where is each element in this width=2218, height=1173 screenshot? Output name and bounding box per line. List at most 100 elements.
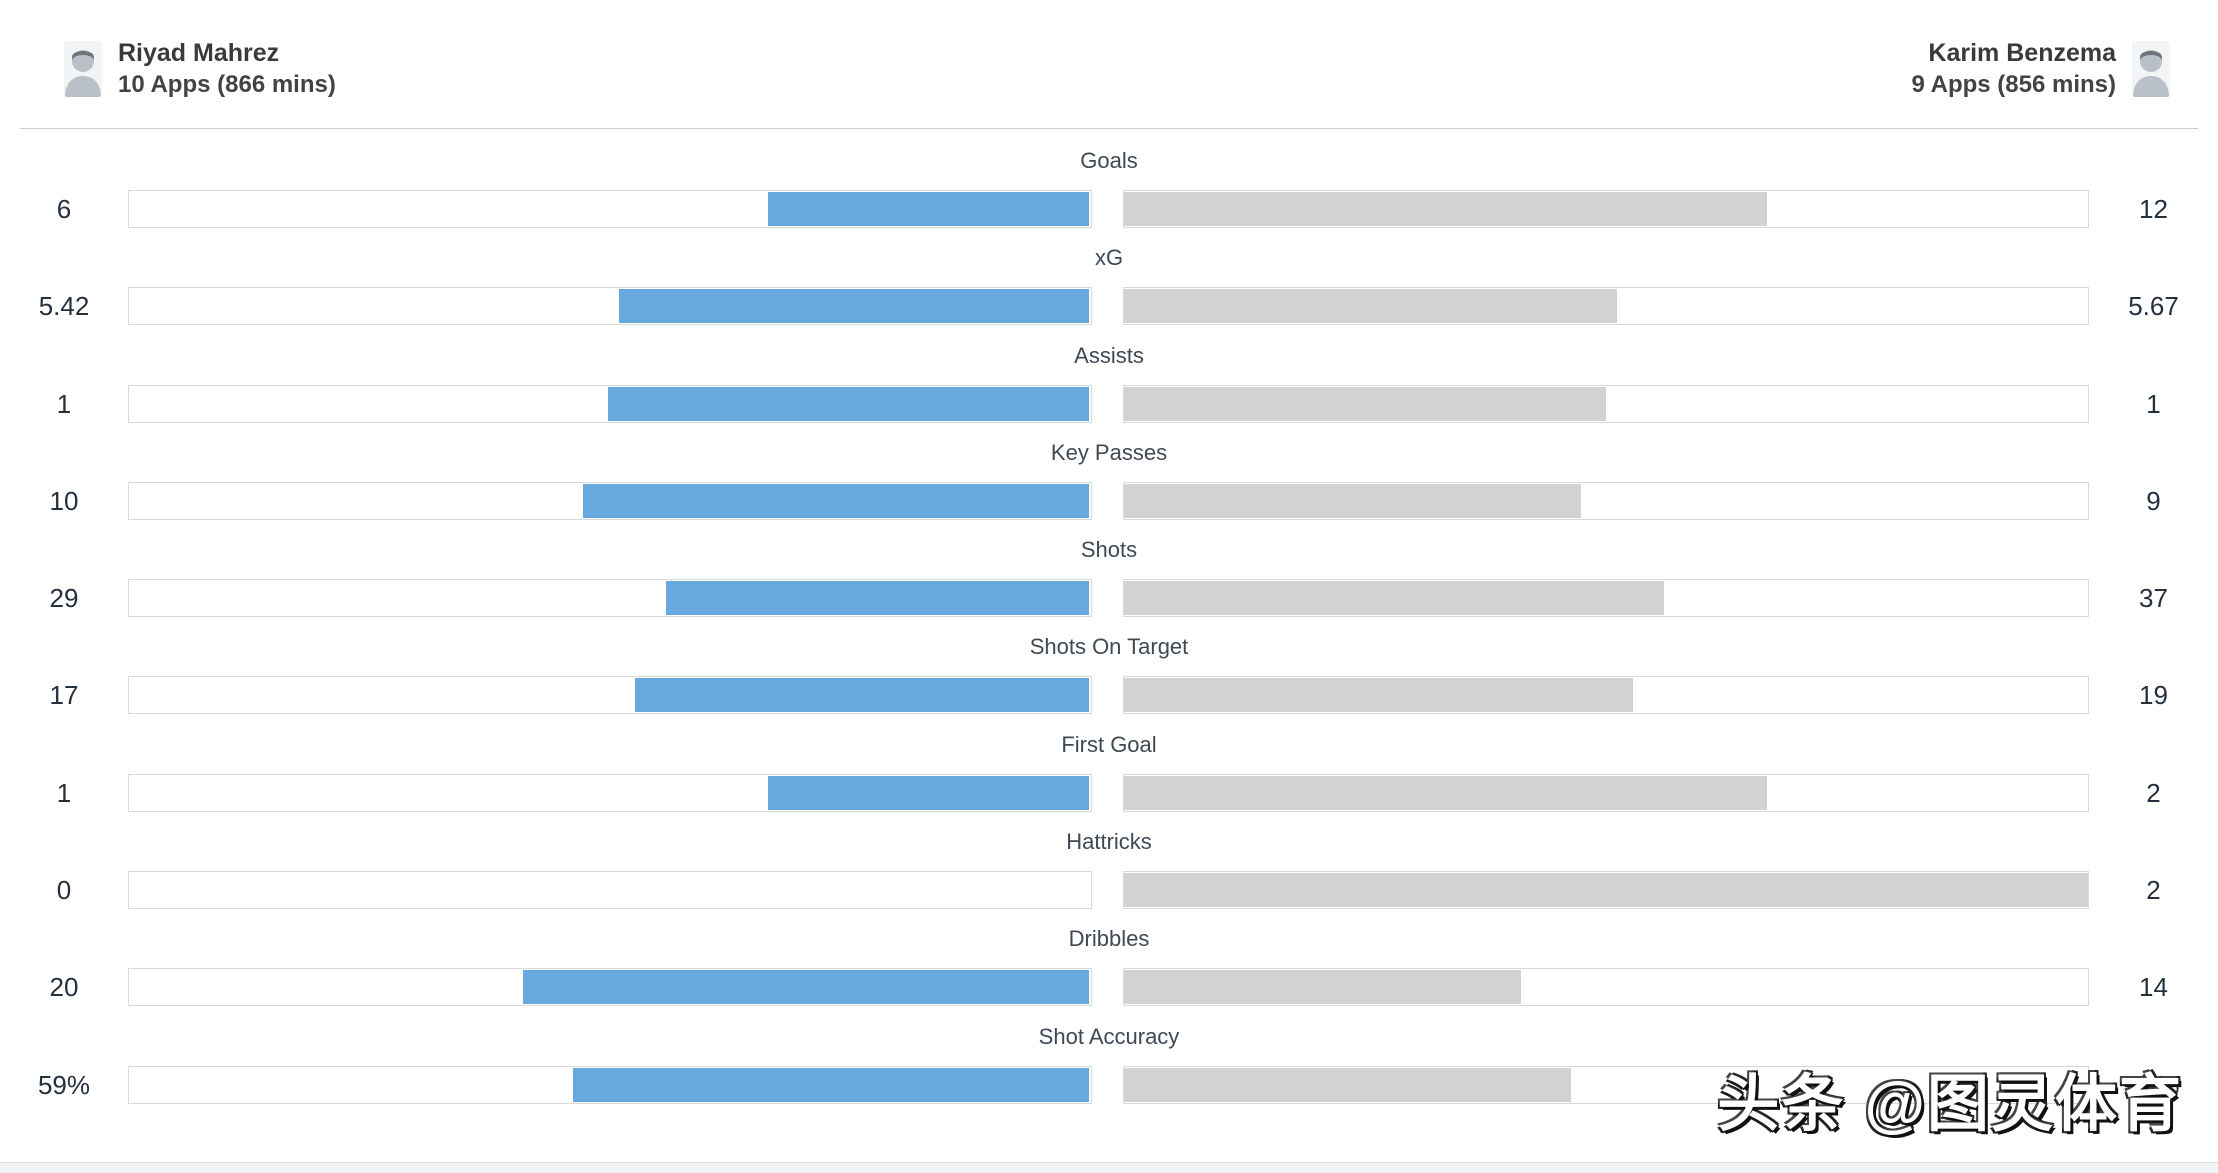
stat-bar-fill-left [582, 483, 1089, 518]
stat-bar-fill-right [1124, 386, 1606, 421]
stat-label: Assists [1074, 342, 1144, 368]
stat-row: Assists 1 1 [0, 331, 2218, 428]
stats-comparison-chart: Goals 6 12 xG 5.42 5.67 Assi [0, 136, 2218, 1109]
player-name-right: Karim Benzema [1928, 39, 2116, 67]
stat-bar-fill-left [768, 192, 1089, 226]
stat-value-left: 1 [56, 777, 72, 808]
stat-bar-fill-right [1124, 483, 1581, 518]
stat-value-right: 2 [2146, 777, 2161, 808]
stat-bar-fill-left [523, 970, 1089, 1005]
stat-bar-track-left [128, 579, 1092, 618]
person-silhouette-icon [65, 50, 101, 97]
stat-label: Dribbles [1068, 926, 1150, 952]
stat-bar-track-right [1123, 579, 2089, 618]
stat-bar-track-right [1123, 287, 2089, 326]
player-avatar-right-icon [2132, 41, 2170, 97]
center-gap [1092, 871, 1123, 909]
stat-row: Dribbles 20 14 [0, 914, 2218, 1011]
center-gap [1092, 676, 1123, 714]
stat-bar-fill-right [1124, 775, 1767, 810]
stat-bar-fill-left [573, 1067, 1089, 1102]
stat-bar-line: 10 9 [0, 481, 2218, 520]
stat-value-right: 37 [2139, 583, 2168, 614]
player-text-right: Karim Benzema 9 Apps (856 mins) [1911, 37, 2116, 101]
stat-bar-track-right [1123, 481, 2089, 520]
stat-value-right: 19 [2139, 680, 2168, 711]
center-gap [1092, 482, 1123, 520]
stat-label: First Goal [1061, 731, 1157, 757]
watermark: 头条 @图灵体育 [1717, 1070, 2183, 1139]
stat-bar-track-left [128, 481, 1092, 520]
stat-label: Shots [1080, 537, 1138, 563]
stat-bar-line: 59% 51% [0, 1065, 2218, 1104]
center-gap [1092, 968, 1123, 1006]
player-header-right: Karim Benzema 9 Apps (856 mins) [1911, 37, 2170, 101]
stat-label: Shot Accuracy [1038, 1023, 1180, 1049]
stat-bar-track-right [1123, 190, 2089, 228]
stat-value-left: 5.42 [38, 291, 90, 322]
stat-bar-line: 20 14 [0, 968, 2218, 1007]
stat-bar-line: 6 12 [0, 190, 2218, 228]
center-gap [1092, 190, 1123, 228]
player-avatar-left-icon [64, 41, 102, 97]
stat-row: xG 5.42 5.67 [0, 233, 2218, 330]
stat-bar-track-left [128, 287, 1092, 326]
stat-bar-track-left [128, 190, 1092, 228]
stat-label: Goals [1080, 148, 1138, 173]
stat-value-left: 29 [49, 583, 79, 614]
stat-row: Goals 6 12 [0, 136, 2218, 233]
player-name-left: Riyad Mahrez [118, 39, 280, 67]
stat-bar-fill-right [1124, 192, 1767, 226]
stat-bar-fill-left [666, 581, 1089, 616]
stat-bar-track-right [1123, 773, 2089, 812]
stat-bar-fill-right [1124, 1067, 1571, 1102]
stat-value-left: 17 [49, 680, 79, 711]
stat-bar-line: 5.42 5.67 [0, 287, 2218, 326]
stat-label: xG [1094, 245, 1124, 271]
stat-bar-line: 1 1 [0, 384, 2218, 423]
stat-value-right: 1 [2146, 388, 2161, 419]
stat-bar-track-right [1123, 968, 2089, 1007]
center-gap [1092, 287, 1123, 325]
stat-label: Hattricks [1066, 829, 1152, 855]
header: Riyad Mahrez 10 Apps (866 mins) Karim Be… [20, 0, 2198, 129]
stat-value-right: 14 [2139, 972, 2168, 1003]
person-silhouette-icon [2133, 50, 2169, 97]
stat-value-left: 0 [56, 875, 72, 906]
stat-value-left: 20 [49, 972, 79, 1003]
stat-bar-fill-left [634, 678, 1089, 713]
player-header-left: Riyad Mahrez 10 Apps (866 mins) [64, 37, 336, 101]
stat-value-left: 10 [49, 485, 79, 516]
stat-bar-track-left [128, 871, 1092, 910]
stat-value-left: 6 [56, 194, 72, 224]
stat-bar-track-left [128, 773, 1092, 812]
stat-row: Shots On Target 17 19 [0, 622, 2218, 719]
player-text-left: Riyad Mahrez 10 Apps (866 mins) [118, 37, 336, 101]
stat-value-right: 2 [2146, 875, 2161, 906]
stat-bar-track-left [128, 384, 1092, 423]
stat-bar-fill-left [618, 289, 1089, 324]
stat-row: First Goal 1 2 [0, 720, 2218, 817]
player-apps-right: 9 Apps (856 mins) [1911, 71, 2116, 98]
stat-bar-line: 29 37 [0, 579, 2218, 618]
stat-row: Shots 29 37 [0, 525, 2218, 622]
center-gap [1092, 385, 1123, 423]
stat-bar-fill-right [1124, 289, 1617, 324]
stat-bar-line: 0 2 [0, 871, 2218, 910]
stat-bar-line: 17 19 [0, 676, 2218, 715]
stat-bar-track-left [128, 676, 1092, 715]
center-gap [1092, 1066, 1123, 1104]
stat-value-left: 1 [56, 388, 72, 419]
stat-bar-fill-left [768, 775, 1089, 810]
stat-value-right: 12 [2139, 194, 2168, 224]
footer-strip [0, 1162, 2218, 1173]
stat-bar-track-right [1123, 384, 2089, 423]
stat-row: Key Passes 10 9 [0, 428, 2218, 525]
stat-bar-fill-right [1124, 873, 2088, 908]
stat-row: Shot Accuracy 59% 51% [0, 1012, 2218, 1109]
stat-label: Key Passes [1050, 439, 1168, 465]
stat-bar-fill-right [1124, 970, 1521, 1005]
stat-bar-fill-left [608, 386, 1089, 421]
center-gap [1092, 579, 1123, 617]
stat-bar-track-left [128, 1065, 1092, 1104]
